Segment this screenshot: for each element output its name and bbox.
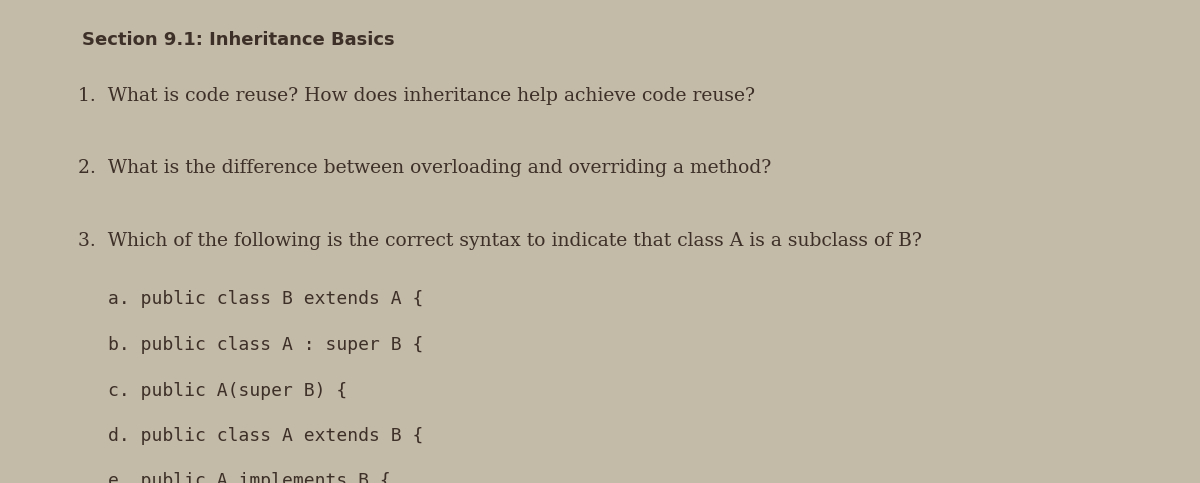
Text: c. public A(super B) {: c. public A(super B) {: [108, 382, 347, 399]
Text: a. public class B extends A {: a. public class B extends A {: [108, 290, 424, 308]
Text: 3.  Which of the following is the correct syntax to indicate that class A is a s: 3. Which of the following is the correct…: [78, 232, 922, 250]
Text: b. public class A : super B {: b. public class A : super B {: [108, 336, 424, 354]
Text: 1.  What is code reuse? How does inheritance help achieve code reuse?: 1. What is code reuse? How does inherita…: [78, 87, 755, 105]
Text: Section 9.1: Inheritance Basics: Section 9.1: Inheritance Basics: [82, 31, 395, 49]
Text: 2.  What is the difference between overloading and overriding a method?: 2. What is the difference between overlo…: [78, 159, 772, 177]
Text: d. public class A extends B {: d. public class A extends B {: [108, 427, 424, 445]
Text: e. public A implements B {: e. public A implements B {: [108, 472, 391, 483]
